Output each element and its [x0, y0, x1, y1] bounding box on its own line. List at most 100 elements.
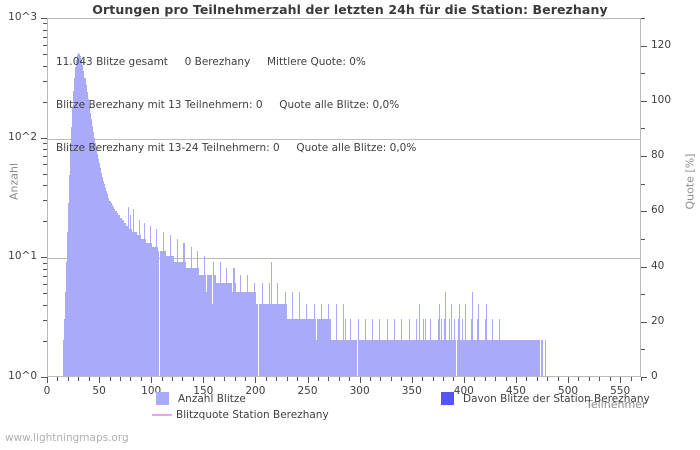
histogram-bar — [197, 251, 199, 376]
histogram-bar — [375, 339, 377, 376]
histogram-bar — [190, 246, 192, 376]
x-axis-minor-tick — [88, 377, 90, 381]
histogram-bar — [322, 318, 324, 376]
histogram-bar — [189, 267, 191, 376]
histogram-bar — [115, 210, 117, 376]
histogram-bar — [142, 238, 144, 376]
x-axis-tick — [411, 377, 413, 383]
histogram-bar — [533, 339, 535, 376]
histogram-bar — [482, 339, 484, 376]
gridline — [48, 138, 640, 140]
histogram-bar — [327, 318, 329, 376]
bars-layer — [48, 19, 640, 376]
histogram-bar — [311, 318, 313, 376]
histogram-bar — [521, 339, 523, 376]
histogram-bar — [414, 339, 416, 376]
x-axis-minor-tick — [119, 377, 121, 381]
legend-label-davon-station: Davon Blitze der Station Berezhany — [463, 392, 650, 405]
legend-item-anzahl-blitze[interactable]: Anzahl Blitze — [156, 392, 246, 405]
histogram-bar — [293, 318, 295, 376]
histogram-bar — [298, 318, 300, 376]
histogram-bar — [259, 303, 261, 376]
histogram-bar — [95, 148, 97, 376]
histogram-bar — [371, 339, 373, 376]
y-axis-left-minor-tick — [43, 221, 47, 223]
histogram-bar — [335, 303, 337, 376]
histogram-bar — [166, 256, 168, 376]
histogram-bar — [195, 267, 197, 376]
histogram-bar — [302, 318, 304, 376]
histogram-bar — [70, 127, 72, 376]
histogram-bar — [503, 339, 505, 376]
histogram-bar — [435, 339, 437, 376]
histogram-bar — [310, 318, 312, 376]
y-axis-left-minor-tick — [43, 262, 47, 264]
histogram-bar — [427, 339, 429, 376]
histogram-bar — [108, 197, 110, 376]
x-axis-minor-tick — [109, 377, 111, 381]
histogram-bar — [404, 339, 406, 376]
histogram-bar — [147, 242, 149, 376]
histogram-bar — [234, 282, 236, 376]
histogram-bar — [516, 339, 518, 376]
histogram-bar — [537, 339, 539, 376]
histogram-bar — [82, 64, 84, 376]
histogram-bar — [382, 339, 384, 376]
histogram-bar — [129, 228, 131, 376]
histogram-bar — [352, 339, 354, 376]
y-axis-left-tick — [41, 377, 47, 378]
histogram-bar — [422, 339, 424, 376]
histogram-bar — [477, 318, 479, 376]
histogram-bar — [387, 339, 389, 376]
histogram-bar — [412, 339, 414, 376]
x-axis-minor-tick — [630, 377, 632, 381]
y-axis-left-minor-tick — [43, 200, 47, 202]
x-axis-minor-tick — [578, 377, 580, 381]
x-axis-tick-label: 150 — [193, 385, 214, 397]
histogram-bar — [80, 56, 82, 376]
histogram-bar — [413, 339, 415, 376]
histogram-bar — [249, 292, 251, 376]
histogram-bar — [252, 292, 254, 376]
histogram-bar — [307, 318, 309, 376]
x-axis-minor-tick — [526, 377, 528, 381]
histogram-bar — [172, 256, 174, 376]
histogram-bar — [513, 339, 515, 376]
histogram-bar — [449, 318, 451, 376]
x-axis-tick-label: 550 — [610, 385, 631, 397]
histogram-bar — [104, 184, 106, 376]
histogram-bar — [401, 318, 403, 376]
legend-item-blitzquote[interactable]: Blitzquote Station Berezhany — [152, 409, 329, 421]
histogram-bar — [299, 292, 301, 376]
y-axis-left-minor-tick — [43, 29, 47, 31]
histogram-bar — [207, 274, 209, 376]
histogram-bar — [90, 119, 92, 376]
x-axis-minor-tick — [140, 377, 142, 381]
histogram-bar — [204, 256, 206, 376]
histogram-bar — [485, 303, 487, 376]
x-axis-minor-tick — [641, 377, 642, 381]
histogram-bar — [511, 339, 513, 376]
histogram-bar — [273, 303, 275, 376]
x-axis-minor-tick — [505, 377, 507, 381]
histogram-bar — [331, 339, 333, 376]
histogram-bar — [492, 339, 494, 376]
histogram-bar — [473, 339, 475, 376]
histogram-bar — [437, 318, 439, 376]
histogram-bar — [399, 339, 401, 376]
histogram-bar — [150, 225, 152, 376]
histogram-bar — [330, 318, 332, 376]
legend-item-davon-station[interactable]: Davon Blitze der Station Berezhany — [441, 392, 650, 405]
histogram-bar — [177, 238, 179, 376]
histogram-bar — [438, 303, 440, 376]
histogram-bar — [193, 267, 195, 376]
histogram-bar — [77, 55, 79, 376]
histogram-bar — [315, 339, 317, 376]
histogram-bar — [96, 153, 98, 376]
histogram-bar — [528, 339, 530, 376]
y-axis-right-tick — [641, 211, 647, 213]
x-axis-minor-tick — [224, 377, 226, 381]
y-axis-left-minor-tick — [43, 80, 47, 82]
histogram-bar — [484, 318, 486, 376]
histogram-bar — [91, 125, 93, 376]
